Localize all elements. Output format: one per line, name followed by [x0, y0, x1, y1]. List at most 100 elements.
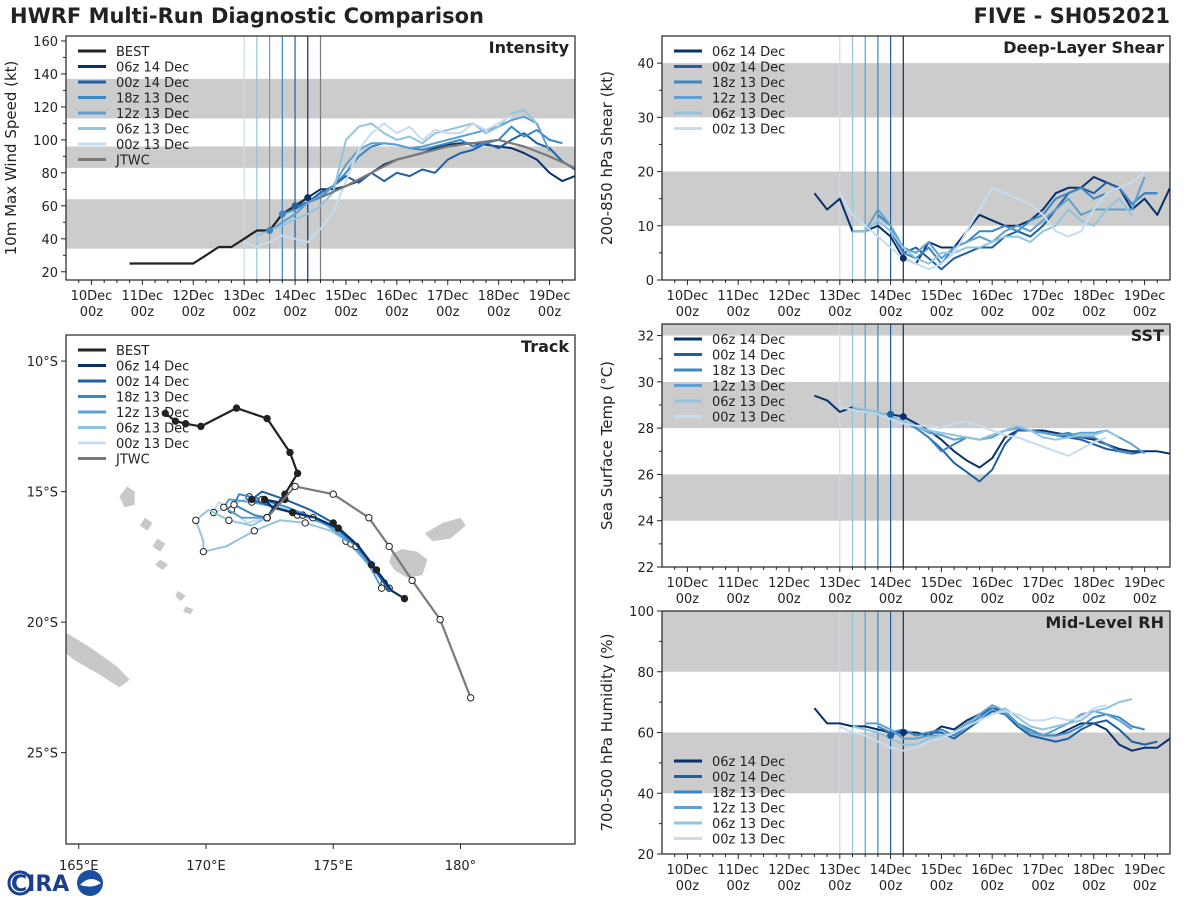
rh-x-tick-label: 00z	[1031, 879, 1055, 894]
track-plot-background	[66, 335, 575, 844]
shear-panel-title: Deep-Layer Shear	[1003, 38, 1164, 57]
sst-data-point	[887, 410, 895, 418]
sst-x-tick-label: 00z	[1082, 592, 1106, 607]
rh-x-tick-label: 18Dec	[1073, 863, 1115, 878]
intensity-y-tick-label: 120	[33, 101, 58, 116]
rh-y-tick-label: 60	[637, 727, 654, 742]
sst-legend-label: 06z 14 Dec	[712, 333, 785, 348]
track-position-marker	[334, 524, 343, 532]
track-position-marker	[260, 495, 269, 504]
track-position-marker	[286, 448, 294, 457]
track-position-marker	[301, 519, 309, 527]
track-y-tick-label: 10°S	[27, 355, 58, 370]
track-position-marker	[291, 482, 299, 491]
shear-x-tick-label: 15Dec	[921, 289, 963, 304]
shear-x-tick-label: 00z	[981, 305, 1005, 320]
sst-x-tick-label: 00z	[879, 592, 903, 607]
track-y-tick-label: 15°S	[27, 486, 58, 501]
shear-series-00z-14-dec	[889, 181, 1158, 271]
intensity-x-tick-label: 11Dec	[121, 289, 163, 304]
intensity-series-jtwc	[320, 138, 575, 199]
track-y-tick-label: 25°S	[27, 747, 58, 762]
intensity-y-tick-label: 100	[33, 134, 58, 149]
track-position-marker	[293, 469, 302, 478]
rh-x-tick-label: 00z	[727, 879, 751, 894]
sst-axes-frame	[661, 323, 1171, 568]
track-position-marker	[408, 576, 416, 585]
intensity-axes-frame	[65, 35, 576, 281]
intensity-x-tick-label: 00z	[436, 305, 460, 320]
sst-x-tick-label: 14Dec	[870, 576, 912, 591]
rh-x-tick-label: 19Dec	[1124, 863, 1166, 878]
rh-x-tick-label: 11Dec	[717, 863, 759, 878]
sst-shaded-band	[662, 381, 1170, 429]
intensity-plot-area	[66, 36, 575, 280]
shear-y-tick-label: 40	[637, 57, 654, 72]
track-position-marker	[199, 547, 208, 556]
track-legend-label: 12z 13 Dec	[116, 406, 189, 421]
rh-x-tick-label: 14Dec	[870, 863, 912, 878]
shear-y-axis-label: 200-850 hPa Shear (kt)	[598, 71, 616, 245]
rh-data-point	[887, 732, 895, 740]
shear-y-tick-label: 20	[637, 166, 654, 181]
sst-x-tick-label: 00z	[828, 592, 852, 607]
sst-data-point	[899, 413, 907, 421]
intensity-y-tick-label: 60	[41, 200, 58, 215]
rh-x-tick-label: 16Dec	[971, 863, 1013, 878]
intensity-data-point	[278, 210, 286, 218]
shear-axes-frame	[661, 35, 1171, 281]
rh-series-18z-13-dec	[877, 707, 1145, 737]
intensity-x-tick-label: 00z	[538, 305, 562, 320]
track-position-marker	[385, 542, 393, 551]
track-legend-label: 18z 13 Dec	[116, 391, 189, 406]
rh-x-tick-label: 00z	[676, 879, 700, 894]
intensity-y-tick-label: 160	[33, 35, 58, 50]
rh-plot-area	[662, 611, 1170, 854]
track-position-marker	[400, 594, 409, 603]
intensity-legend-label: JTWC	[115, 154, 150, 169]
intensity-y-tick-label: 140	[33, 68, 58, 83]
rh-y-axis-label: 700-500 hPa Humidity (%)	[598, 633, 616, 831]
vanuatu-land	[139, 517, 153, 531]
intensity-x-tick-label: 17Dec	[427, 289, 469, 304]
sst-x-tick-label: 00z	[930, 592, 954, 607]
shear-data-point	[899, 254, 907, 262]
sst-shaded-band	[662, 474, 1170, 521]
rh-legend-label: 12z 13 Dec	[712, 802, 785, 817]
sst-x-tick-label: 00z	[981, 592, 1005, 607]
intensity-x-tick-label: 12Dec	[172, 289, 214, 304]
rh-data-point	[899, 729, 907, 736]
intensity-x-tick-label: 00z	[182, 305, 206, 320]
sst-x-tick-label: 00z	[727, 592, 751, 607]
shear-x-tick-label: 00z	[1031, 305, 1055, 320]
shear-legend-label: 12z 13 Dec	[712, 92, 785, 107]
intensity-x-tick-label: 00z	[385, 305, 409, 320]
intensity-series-00z-14-dec	[294, 132, 575, 207]
rh-y-tick-label: 80	[637, 666, 654, 681]
track-position-marker	[263, 414, 271, 423]
track-panel-title: Track	[521, 337, 569, 356]
sst-x-tick-label: 11Dec	[717, 576, 759, 591]
intensity-x-tick-label: 14Dec	[274, 289, 316, 304]
shear-x-tick-label: 19Dec	[1124, 289, 1166, 304]
fiji-land	[389, 549, 428, 578]
fiji-land	[424, 517, 466, 542]
figure-title: HWRF Multi-Run Diagnostic Comparison	[10, 4, 485, 28]
sst-y-tick-label: 26	[637, 468, 654, 483]
intensity-x-tick-label: 10Dec	[71, 289, 113, 304]
rh-x-tick-label: 13Dec	[819, 863, 861, 878]
shear-x-tick-label: 10Dec	[667, 289, 709, 304]
sst-x-tick-label: 10Dec	[667, 576, 709, 591]
rh-panel: 2040608010010Dec00z11Dec00z12Dec00z13Dec…	[598, 605, 1171, 894]
track-position-marker	[161, 409, 169, 418]
shear-x-tick-label: 00z	[930, 305, 954, 320]
sst-x-tick-label: 17Dec	[1022, 576, 1064, 591]
track-06z-13-dec	[194, 508, 375, 568]
intensity-legend-label: 00z 13 Dec	[116, 138, 189, 153]
sst-y-tick-label: 22	[637, 561, 654, 576]
track-jtwc	[266, 485, 472, 699]
shear-x-tick-label: 00z	[777, 305, 801, 320]
sst-x-tick-label: 13Dec	[819, 576, 861, 591]
sst-x-tick-label: 19Dec	[1124, 576, 1166, 591]
rh-legend-label: 06z 14 Dec	[712, 755, 785, 770]
